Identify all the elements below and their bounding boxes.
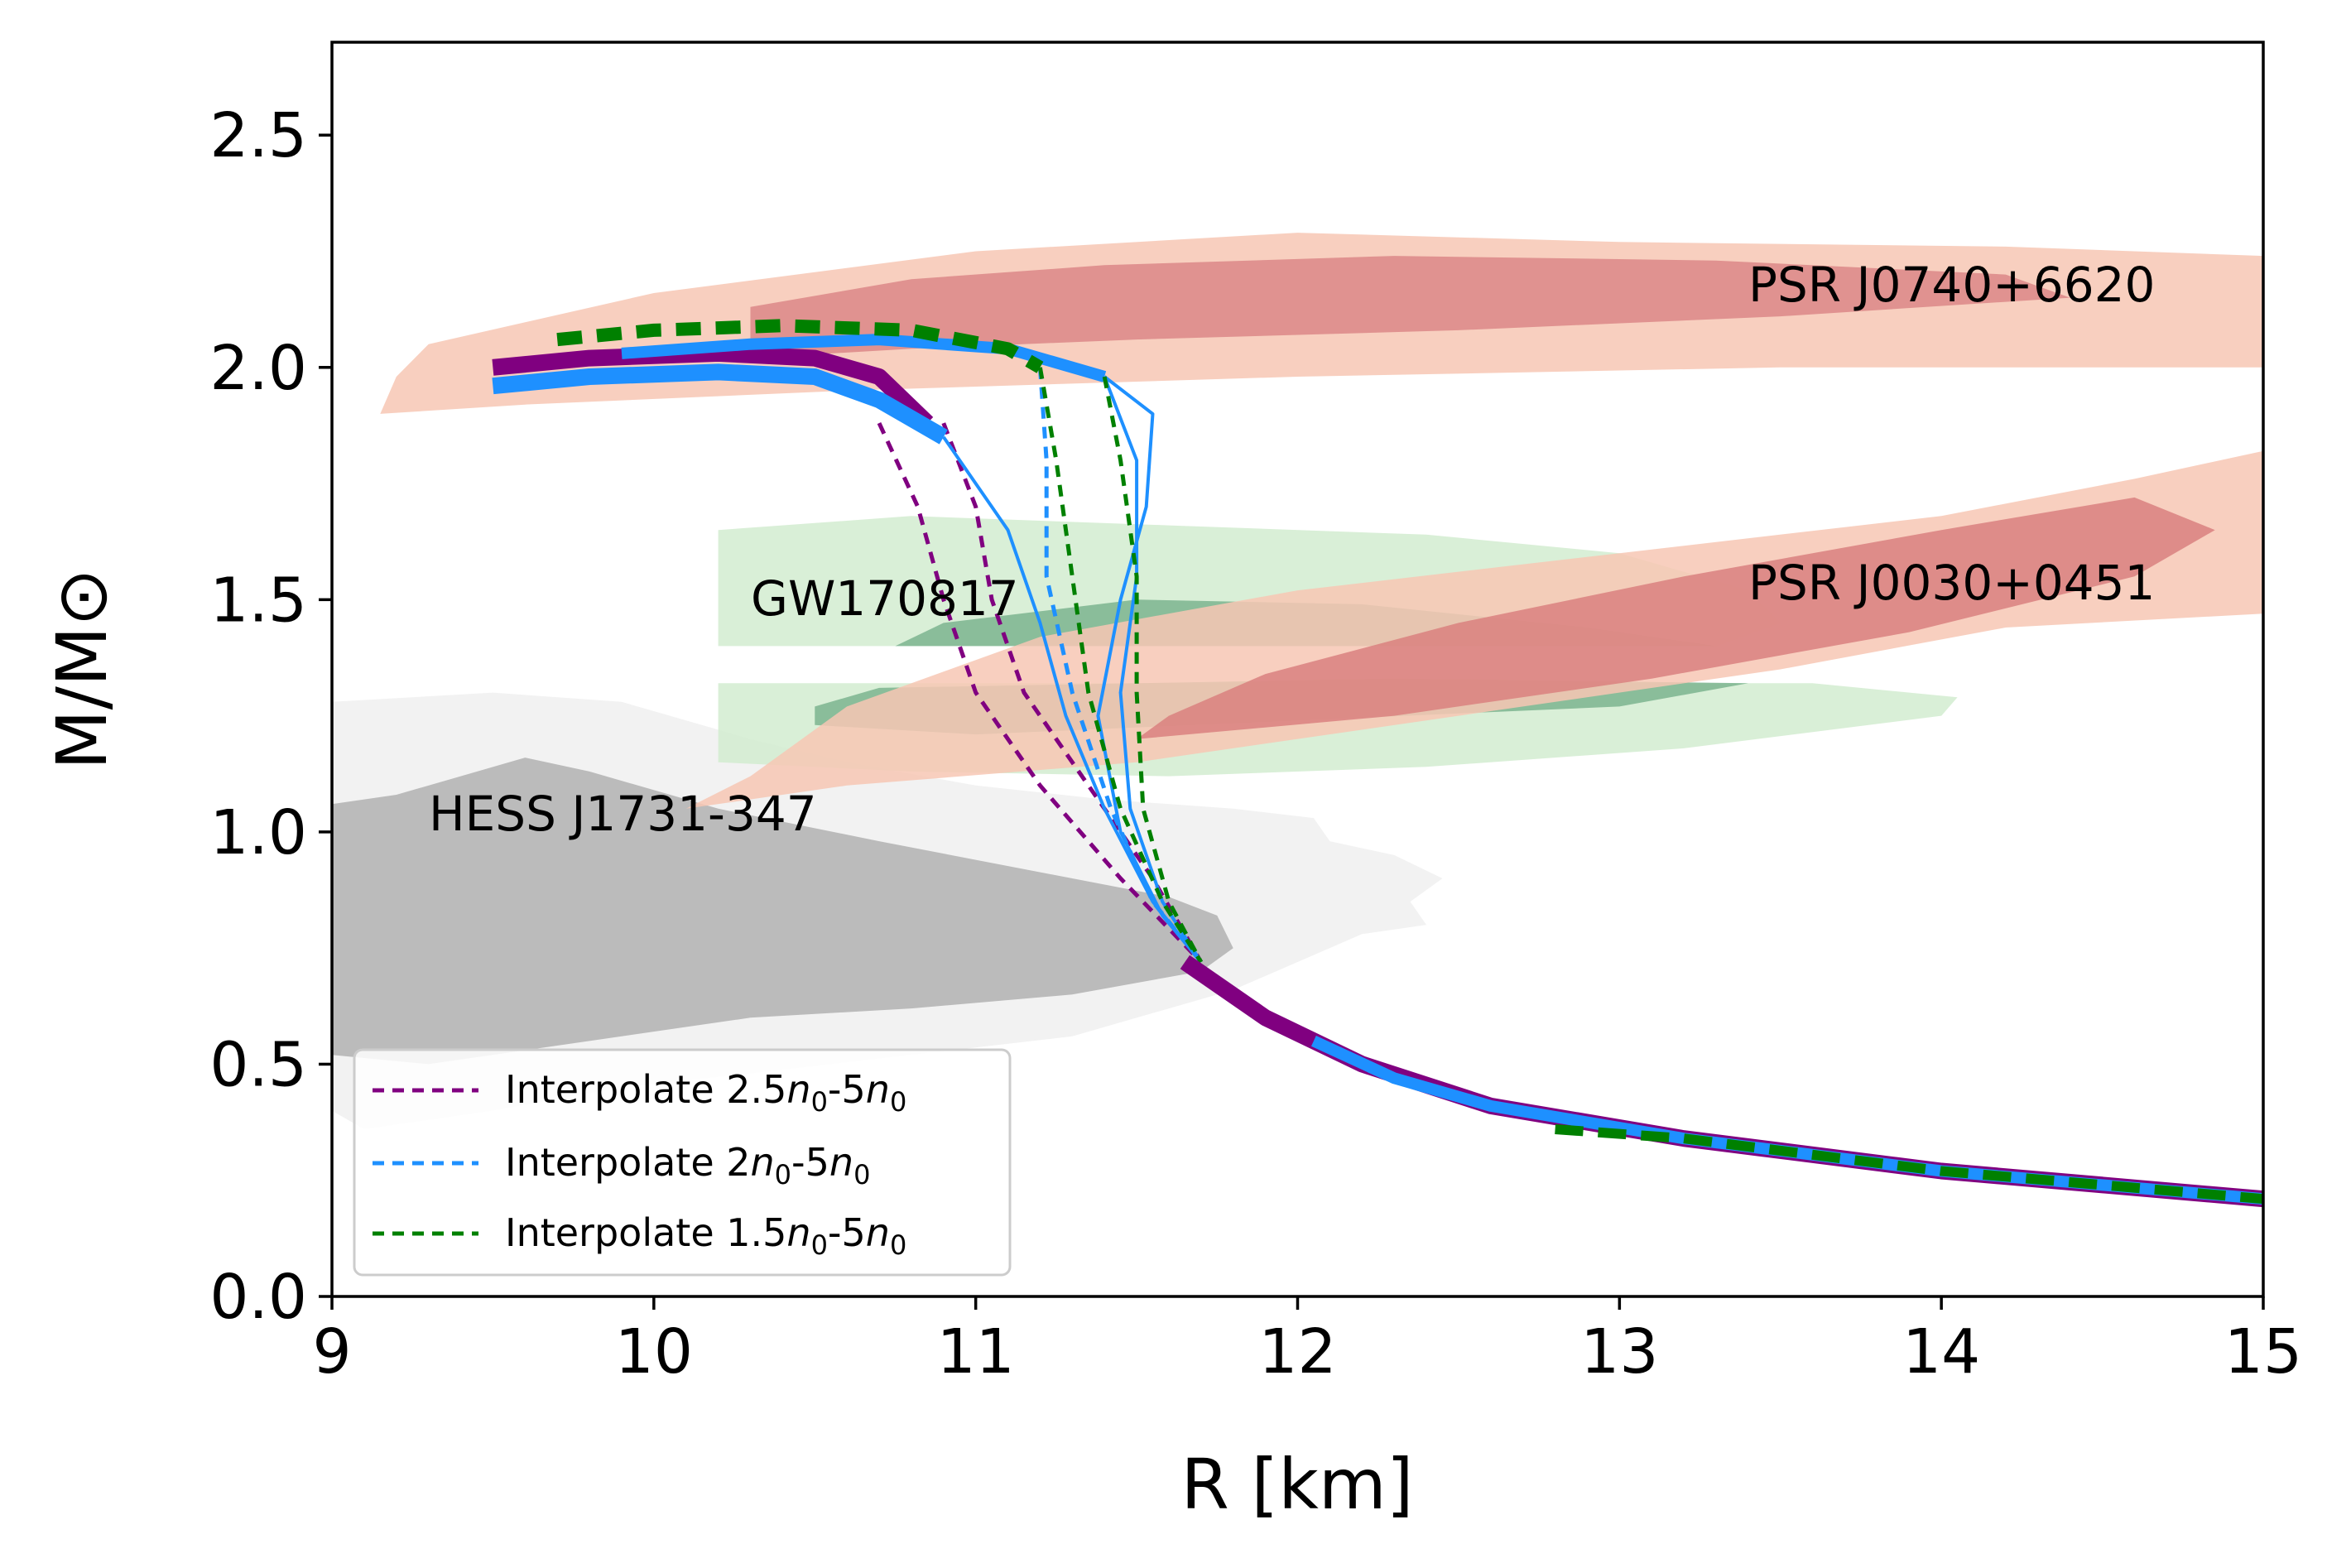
x-tick-label: 14 [1902, 1316, 1980, 1388]
y-tick-label: 0.0 [209, 1262, 307, 1333]
y-axis-title: M/M⊙ [41, 568, 123, 770]
series-blue-thick-upper [621, 334, 1107, 382]
x-tick-label: 12 [1258, 1316, 1336, 1388]
region-label-hess: HESS J1731-347 [429, 786, 817, 842]
legend-item-1p5n0: Interpolate 1.5n0-5n0 [373, 1210, 906, 1261]
y-tick-label: 1.0 [209, 797, 307, 868]
y-tick-label: 2.0 [209, 333, 307, 404]
series-green-dashed-b [1102, 376, 1204, 964]
series-green-dashed-a [1037, 367, 1203, 964]
region-hess-j1731-347-level-1 [332, 758, 1233, 1065]
y-tick-label: 2.5 [209, 100, 307, 171]
series-purple-dashed-a [877, 422, 1203, 964]
region-psr-j0740-6620-level-1 [750, 256, 2070, 358]
legend-label-2n0: Interpolate 2n0-5n0 [505, 1140, 870, 1190]
legend-item-2n0: Interpolate 2n0-5n0 [373, 1140, 870, 1190]
legend: Interpolate 2.5n0-5n0 Interpolate 2n0-5n… [353, 1048, 1012, 1277]
x-tick-label: 15 [2224, 1316, 2302, 1388]
mr-curves [492, 319, 2263, 1208]
region-label-psr-j0740: PSR J0740+6620 [1748, 257, 2155, 313]
series-blue-solid-b [1103, 376, 1203, 964]
x-tick-label: 10 [615, 1316, 693, 1388]
y-tick-label: 0.5 [209, 1029, 307, 1100]
legend-item-2p5n0: Interpolate 2.5n0-5n0 [373, 1067, 906, 1118]
x-axis-title: R [km] [1180, 1444, 1413, 1525]
series-purple-thick-tail [1180, 955, 2263, 1208]
y-tick-label: 1.5 [209, 565, 307, 636]
region-psr-j0030-0451-level-1 [1137, 497, 2215, 739]
legend-label-1p5n0: Interpolate 1.5n0-5n0 [505, 1210, 906, 1261]
x-tick-label: 9 [312, 1316, 351, 1388]
series-blue-solid-a [942, 435, 1203, 964]
series-blue-thick-stable [492, 363, 948, 445]
constraint-regions [332, 233, 2263, 1129]
series-green-thick-stable [556, 319, 1044, 373]
series-blue-solid-c [1096, 375, 1203, 964]
x-axis-ticks: 9 10 11 12 13 14 15 [312, 1296, 2302, 1388]
x-tick-label: 11 [937, 1316, 1015, 1388]
x-tick-label: 13 [1580, 1316, 1658, 1388]
series-green-thick-tail [1555, 1124, 2263, 1205]
legend-frame [353, 1048, 1012, 1277]
y-axis-ticks: 0.0 0.5 1.0 1.5 2.0 2.5 [209, 100, 332, 1333]
series-blue-thick-tail [1310, 1036, 2263, 1205]
series-blue-dashed [1037, 367, 1203, 964]
region-label-gw170817: GW170817 [751, 570, 1019, 627]
region-label-psr-j0030: PSR J0030+0451 [1748, 555, 2155, 611]
legend-label-2p5n0: Interpolate 2.5n0-5n0 [505, 1067, 906, 1118]
series-purple-thick-stable [492, 344, 934, 430]
